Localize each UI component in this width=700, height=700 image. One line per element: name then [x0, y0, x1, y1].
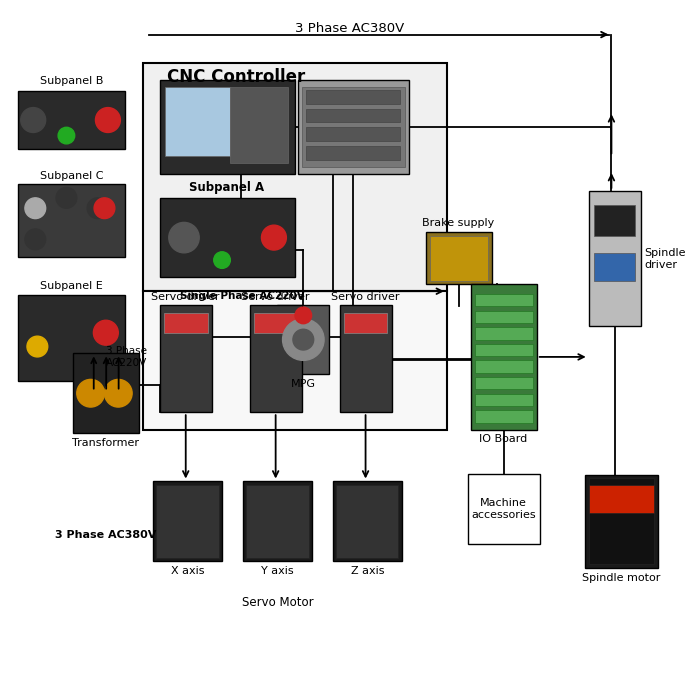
Circle shape	[27, 336, 48, 357]
Bar	[18, 295, 125, 381]
Circle shape	[262, 225, 286, 250]
Bar	[160, 198, 295, 277]
Bar	[475, 327, 533, 340]
Text: Servo driver: Servo driver	[241, 292, 309, 302]
Bar	[340, 305, 391, 412]
Text: 3 Phase AC380V: 3 Phase AC380V	[55, 531, 157, 540]
Text: MPG: MPG	[291, 379, 316, 389]
Bar	[153, 482, 222, 561]
Bar	[475, 294, 533, 307]
Text: Spindle motor: Spindle motor	[582, 573, 660, 582]
Bar	[475, 344, 533, 356]
Bar	[277, 305, 329, 374]
Bar	[160, 80, 295, 174]
Text: Y axis: Y axis	[261, 566, 294, 576]
Bar	[307, 146, 400, 160]
Bar	[74, 354, 139, 433]
Bar	[426, 232, 492, 284]
Text: 3 Phase AC380V: 3 Phase AC380V	[295, 22, 405, 35]
Text: Subpanel B: Subpanel B	[40, 76, 103, 86]
Bar	[307, 108, 400, 122]
Bar	[471, 284, 537, 430]
Circle shape	[283, 319, 324, 360]
Bar	[164, 314, 207, 332]
Circle shape	[56, 188, 77, 208]
Bar	[589, 191, 640, 326]
Circle shape	[93, 321, 118, 345]
Bar	[589, 478, 654, 564]
Bar	[307, 90, 400, 104]
Bar	[585, 475, 658, 568]
Text: Servo Motor: Servo Motor	[241, 596, 313, 609]
Bar	[594, 253, 635, 281]
Text: 3 Phase
AC220V: 3 Phase AC220V	[106, 346, 147, 368]
Bar	[594, 204, 635, 236]
Circle shape	[25, 229, 46, 250]
Bar	[18, 90, 125, 149]
Text: Subpanel E: Subpanel E	[40, 281, 103, 291]
Circle shape	[169, 223, 199, 253]
Bar	[246, 485, 309, 557]
Bar	[143, 63, 447, 291]
Text: Transformer: Transformer	[72, 438, 139, 448]
Circle shape	[95, 108, 120, 132]
Text: Single Phase AC220V: Single Phase AC220V	[181, 291, 305, 301]
Bar	[160, 305, 211, 412]
Text: Servo driver: Servo driver	[331, 292, 400, 302]
Bar	[475, 311, 533, 323]
Bar	[250, 305, 302, 412]
Bar	[332, 482, 402, 561]
Circle shape	[104, 379, 132, 407]
Circle shape	[88, 198, 108, 218]
Bar	[344, 314, 387, 332]
Bar	[230, 88, 288, 163]
Bar	[243, 482, 312, 561]
Text: X axis: X axis	[171, 566, 204, 576]
Bar	[475, 410, 533, 423]
Bar	[254, 314, 298, 332]
Circle shape	[21, 108, 46, 132]
Bar	[298, 80, 409, 174]
Text: Machine
accessories: Machine accessories	[471, 498, 536, 520]
Circle shape	[58, 127, 75, 144]
Bar	[18, 184, 125, 257]
Text: Brake supply: Brake supply	[423, 218, 495, 228]
Circle shape	[295, 307, 312, 323]
Bar	[475, 360, 533, 373]
Text: Subpanel C: Subpanel C	[39, 171, 103, 181]
Text: CNC Controller: CNC Controller	[167, 68, 305, 86]
Circle shape	[25, 198, 46, 218]
Text: Z axis: Z axis	[351, 566, 384, 576]
Text: IO Board: IO Board	[480, 435, 528, 444]
Bar	[156, 485, 218, 557]
Bar	[468, 475, 540, 544]
Circle shape	[214, 252, 230, 268]
Bar	[165, 88, 230, 156]
Circle shape	[293, 329, 314, 350]
Bar	[302, 88, 405, 167]
Circle shape	[94, 198, 115, 218]
Bar	[307, 127, 400, 141]
Bar	[430, 236, 489, 281]
Text: Subpanel A: Subpanel A	[189, 181, 265, 195]
Bar	[336, 485, 398, 557]
Bar	[475, 393, 533, 406]
Text: Servo driver: Servo driver	[151, 292, 220, 302]
Text: Spindle
driver: Spindle driver	[644, 248, 685, 270]
Bar	[475, 377, 533, 389]
Circle shape	[77, 379, 104, 407]
Bar	[589, 485, 654, 512]
Bar	[143, 291, 447, 430]
